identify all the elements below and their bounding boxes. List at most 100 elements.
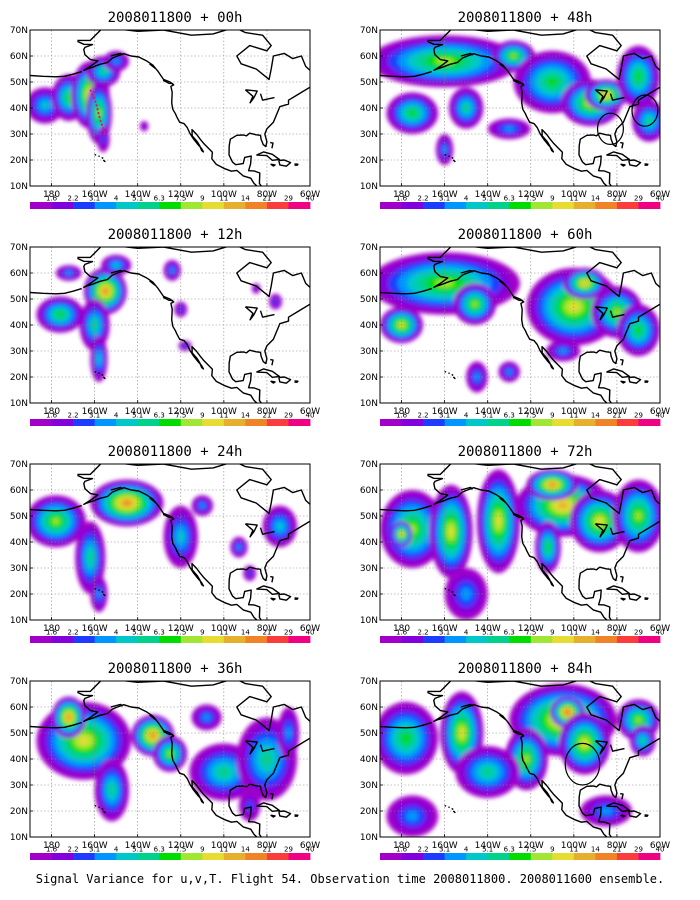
lon-tick-label: 80W — [257, 190, 277, 200]
variance-blob — [94, 759, 130, 822]
colorbar: 1.6 2.2 3.1 4 5.1 6.3 7.5 9 11 14 21 29 40 — [30, 195, 314, 209]
colorbar-swatch — [595, 202, 618, 209]
colorbar-swatch — [380, 419, 402, 426]
colorbar-swatch — [202, 853, 225, 860]
variance-blob — [139, 121, 149, 132]
colorbar-level-label: 5.1 — [132, 412, 143, 420]
lat-tick-label: 30N — [10, 347, 28, 357]
lon-tick-label: 140W — [125, 624, 151, 634]
lat-tick-label: 50N — [360, 512, 378, 522]
lat-tick-label: 60N — [360, 269, 378, 279]
colorbar-level-label: 14 — [591, 846, 600, 854]
colorbar-level-label: 1.6 — [46, 629, 58, 637]
lon-tick-label: 120W — [518, 841, 544, 851]
colorbar-swatch — [51, 202, 74, 209]
map-plot: 10N 20N 30N 40N 50N 60N 70N 180 160W 140W 120W 100W… — [360, 460, 670, 643]
colorbar-level-label: 11 — [569, 412, 578, 420]
lon-tick-label: 140W — [475, 190, 501, 200]
lon-tick-label: 160W — [432, 407, 458, 417]
gridlines — [30, 247, 310, 403]
variance-field — [36, 254, 282, 383]
lon-tick-label: 180 — [43, 190, 60, 200]
colorbar-level-label: 5.1 — [482, 412, 493, 420]
lon-tick-label: 60W — [650, 841, 670, 851]
variance-blob — [535, 521, 561, 574]
colorbar-level-label: 9 — [550, 629, 554, 637]
coastlines — [30, 681, 310, 837]
colorbar-swatch — [73, 419, 96, 426]
colorbar-level-label: 7.5 — [525, 846, 536, 854]
colorbar-swatch — [573, 853, 596, 860]
map-panel-72h: 2008011800 + 72h 10N 20N 30N 40N 50N 60N 70N 180… — [350, 434, 700, 652]
flight-track — [89, 89, 107, 135]
colorbar-swatch — [30, 853, 52, 860]
colorbar-level-label: 14 — [591, 629, 600, 637]
panel-title: 2008011800 + 72h — [457, 444, 593, 460]
lat-tick-label: 40N — [10, 321, 28, 331]
map-plot: 10N 20N 30N 40N 50N 60N 70N 180 160W 140W 120W 100W… — [10, 26, 320, 209]
colorbar-level-label: 21 — [262, 195, 271, 203]
panel-title: 2008011800 + 84h — [457, 661, 593, 677]
lon-tick-label: 60W — [300, 190, 320, 200]
colorbar-level-label: 11 — [219, 412, 228, 420]
colorbar-level-label: 21 — [612, 195, 621, 203]
lat-tick-label: 50N — [360, 78, 378, 88]
colorbar-swatch — [266, 202, 289, 209]
lat-tick-label: 50N — [10, 512, 28, 522]
lat-tick-label: 10N — [360, 399, 378, 409]
colorbar-swatch — [423, 853, 446, 860]
colorbar-swatch — [180, 202, 203, 209]
colorbar-swatch — [137, 853, 160, 860]
lon-tick-label: 160W — [82, 190, 108, 200]
lat-tick-label: 30N — [360, 130, 378, 140]
colorbar-level-label: 3.1 — [89, 629, 100, 637]
colorbar-swatch — [530, 853, 553, 860]
colorbar-level-label: 21 — [612, 846, 621, 854]
colorbar-level-label: 3.1 — [439, 195, 450, 203]
lat-tick-label: 20N — [10, 590, 28, 600]
colorbar-level-label: 7.5 — [175, 629, 186, 637]
colorbar-swatch — [223, 853, 246, 860]
lat-tick-label: 60N — [10, 703, 28, 713]
lon-tick-label: 100W — [561, 190, 587, 200]
map-plot: 10N 20N 30N 40N 50N 60N 70N 180 160W 140W 120W 100W… — [360, 677, 670, 860]
colorbar-level-label: 9 — [200, 195, 204, 203]
map-panel-48h: 2008011800 + 48h 10N 20N 30N 40N 50N 60N 70N 180… — [350, 0, 700, 218]
lat-tick-label: 10N — [360, 616, 378, 626]
coastlines — [30, 30, 310, 186]
colorbar-level-label: 14 — [241, 412, 250, 420]
coastlines — [380, 247, 660, 403]
colorbar-swatch — [266, 853, 289, 860]
lat-tick-label: 10N — [360, 833, 378, 843]
colorbar-swatch — [94, 853, 117, 860]
lon-tick-label: 160W — [82, 841, 108, 851]
lat-tick-label: 20N — [360, 373, 378, 383]
variance-blob — [616, 45, 660, 108]
map-plot: 10N 20N 30N 40N 50N 60N 70N 180 160W 140W 120W 100W… — [360, 26, 670, 209]
colorbar-level-label: 4 — [114, 412, 119, 420]
colorbar-level-label: 21 — [612, 629, 621, 637]
variance-field — [36, 696, 300, 822]
colorbar-swatch — [94, 636, 117, 643]
lon-tick-label: 120W — [518, 190, 544, 200]
colorbar-level-label: 9 — [550, 412, 554, 420]
panel-title: 2008011800 + 12h — [107, 227, 243, 243]
lon-tick-label: 140W — [125, 190, 151, 200]
colorbar-level-label: 6.3 — [504, 412, 515, 420]
variance-blob — [30, 495, 86, 548]
variance-blob — [616, 304, 660, 357]
colorbar-swatch — [487, 853, 510, 860]
colorbar-swatch — [638, 636, 661, 643]
map-plot: 10N 20N 30N 40N 50N 60N 70N 180 160W 140W 120W 100W… — [10, 243, 320, 426]
lon-tick-label: 160W — [82, 407, 108, 417]
colorbar-level-label: 40 — [306, 846, 315, 854]
colorbar-level-label: 29 — [284, 629, 293, 637]
variance-blob — [90, 575, 108, 613]
lon-tick-label: 80W — [257, 841, 277, 851]
colorbar-level-label: 11 — [219, 629, 228, 637]
lat-tick-label: 50N — [360, 295, 378, 305]
colorbar-swatch — [638, 202, 661, 209]
colorbar-swatch — [202, 202, 225, 209]
variance-blob — [476, 469, 520, 574]
